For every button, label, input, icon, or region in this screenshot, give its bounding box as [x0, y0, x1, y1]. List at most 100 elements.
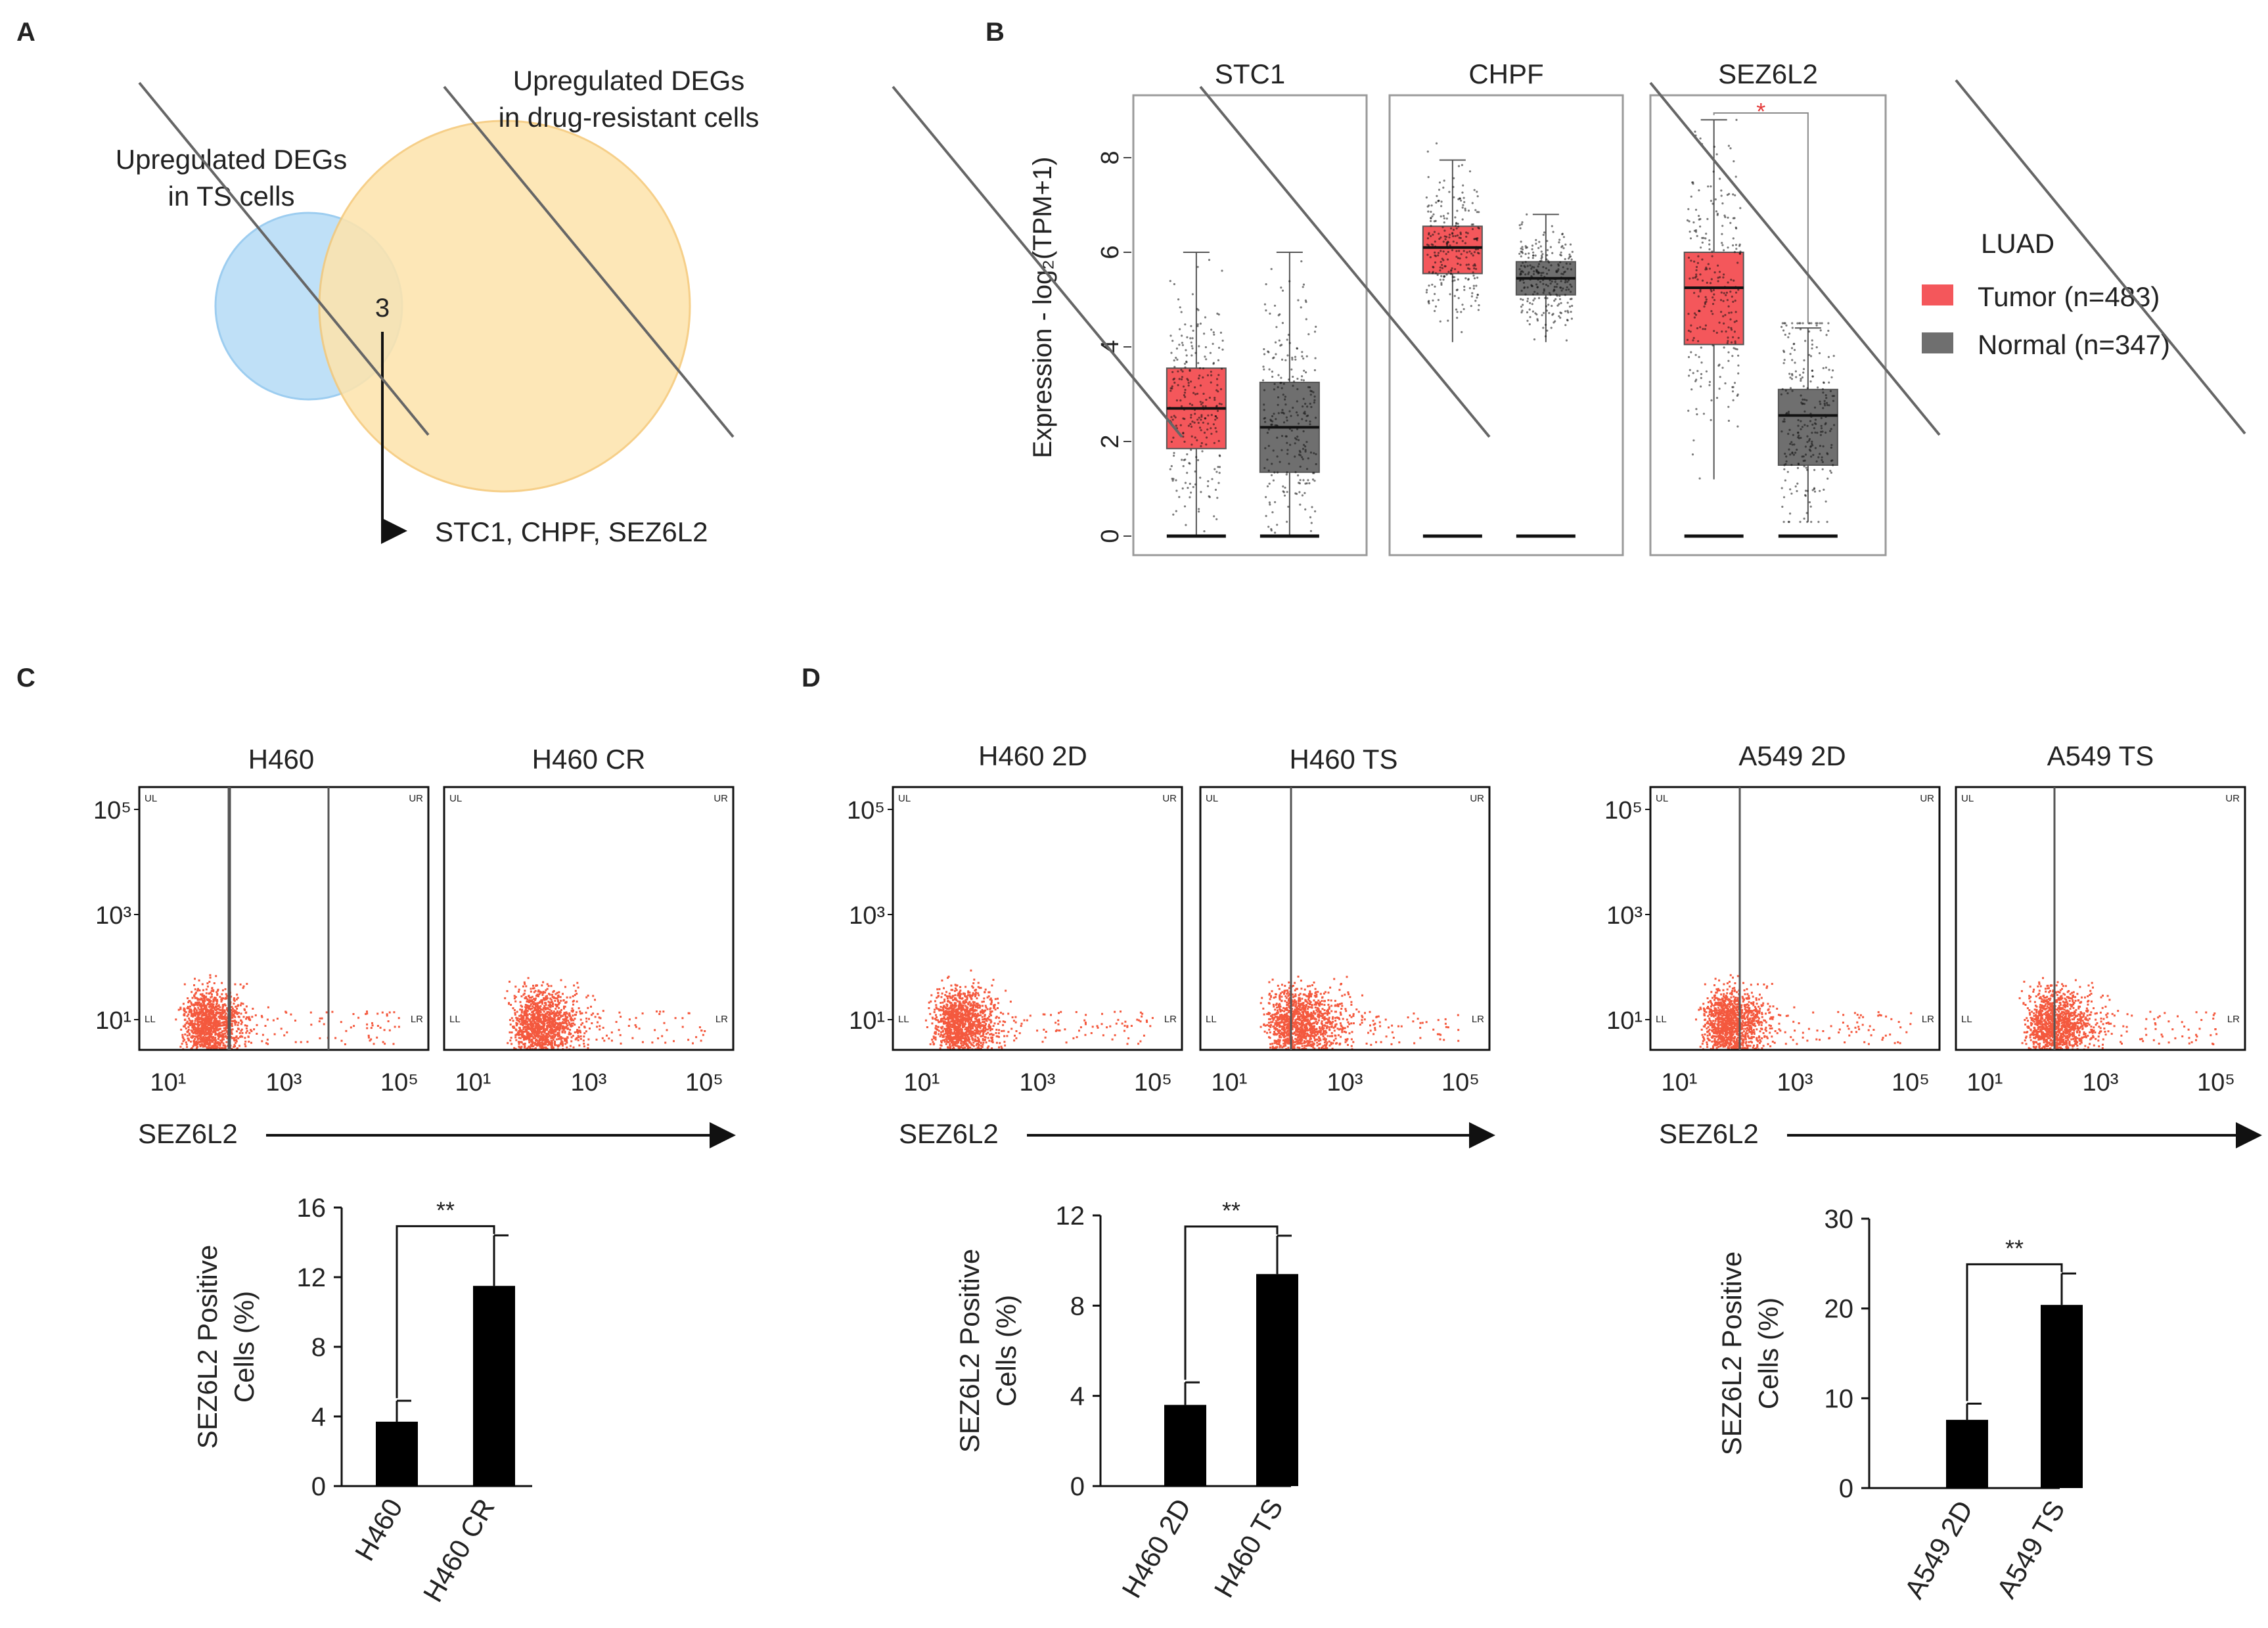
flow-event: [191, 1037, 193, 1039]
boxplot-point: [1826, 452, 1828, 455]
boxplot-point: [1177, 298, 1180, 301]
flow-event: [564, 1018, 567, 1020]
boxplot-point: [1817, 386, 1819, 389]
flow-event: [193, 1031, 196, 1033]
boxplot-point: [1829, 390, 1832, 393]
flow-event: [940, 1006, 942, 1008]
boxplot-point: [1196, 323, 1199, 326]
boxplot-point: [1820, 427, 1823, 430]
flow-event: [997, 1002, 1000, 1005]
boxplot-point: [1553, 290, 1555, 292]
flow-event: [521, 1036, 524, 1038]
flow-event: [583, 1035, 585, 1038]
flow-event: [198, 1008, 200, 1011]
flow-event: [526, 1005, 528, 1007]
boxplot-point: [1291, 356, 1294, 359]
flow-event: [539, 1005, 542, 1007]
boxplot-point: [1299, 503, 1302, 506]
boxplot-point: [1803, 403, 1806, 405]
boxplot-point: [1263, 417, 1265, 420]
boxplot-point: [1827, 355, 1830, 359]
boxplot-point: [1693, 292, 1696, 294]
flow-event: [219, 995, 221, 998]
flow-event: [266, 1018, 269, 1021]
boxplot-point: [1800, 436, 1802, 440]
flow-event: [205, 1022, 208, 1025]
flow-event: [319, 1017, 321, 1020]
boxplot-point: [1781, 322, 1784, 325]
flow-event: [948, 1023, 951, 1026]
flow-event: [572, 995, 574, 997]
boxplot-point: [1171, 340, 1174, 342]
flow-event: [206, 1043, 208, 1045]
boxplot-point: [1295, 411, 1298, 414]
boxplot-point: [1570, 258, 1573, 261]
boxplot-point: [1200, 415, 1203, 418]
flow-event: [550, 985, 553, 987]
flow-event: [211, 1037, 214, 1039]
flow-event: [535, 995, 537, 997]
flow-event: [230, 1031, 233, 1033]
boxplot-point: [1798, 322, 1801, 325]
flow-event: [225, 1025, 228, 1028]
flow-event: [538, 993, 541, 995]
flow-event: [214, 1031, 217, 1034]
boxplot-point: [1182, 432, 1185, 435]
flow-event: [230, 1014, 233, 1016]
boxplot-point: [1443, 221, 1445, 224]
flow-event: [529, 1033, 532, 1035]
boxplot-point: [1464, 277, 1467, 280]
flow-event: [212, 1027, 214, 1029]
boxplot-point: [1473, 189, 1476, 191]
boxplot-point: [1268, 482, 1271, 485]
boxplot-point: [1708, 267, 1711, 270]
boxplot-point: [1710, 399, 1713, 402]
boxplot-point: [1213, 468, 1216, 470]
flow-event: [198, 999, 201, 1001]
boxplot-point: [1693, 316, 1696, 319]
boxplot-point: [1307, 333, 1310, 336]
flow-event: [980, 1025, 983, 1028]
flow-event: [528, 1045, 530, 1048]
flow-event: [553, 1010, 555, 1012]
flow-event: [527, 1023, 530, 1026]
flow-event: [544, 1041, 547, 1043]
boxplot-point: [1472, 274, 1475, 277]
flow-event: [545, 1012, 547, 1015]
boxplot-point: [1698, 309, 1700, 313]
flow-event: [514, 1013, 516, 1016]
flow-event: [215, 1033, 218, 1035]
flow-event: [541, 1041, 543, 1044]
flow-event: [583, 1043, 585, 1045]
boxplot-point: [1452, 235, 1455, 238]
boxplot-point: [1445, 253, 1447, 256]
flow-event: [212, 1011, 215, 1014]
flow-event: [537, 1022, 540, 1025]
boxplot-point: [1806, 468, 1809, 471]
flow-event: [546, 1033, 549, 1036]
flow-event: [509, 1023, 512, 1026]
flow-event: [205, 988, 208, 991]
flow-event: [651, 1041, 654, 1044]
flow-event: [990, 1003, 993, 1005]
flow-event: [219, 1034, 221, 1037]
flow-event: [221, 997, 223, 999]
boxplot-point: [1801, 376, 1803, 379]
flow-event: [204, 1045, 206, 1048]
boxplot-point: [1692, 439, 1695, 441]
boxplot-point: [1554, 281, 1556, 283]
boxplot-point: [1560, 286, 1562, 289]
flow-event: [566, 1046, 568, 1049]
flow-event: [956, 1012, 959, 1015]
boxplot-point: [1707, 263, 1710, 265]
boxplot-point: [1470, 295, 1473, 298]
flow-event: [542, 992, 545, 995]
boxplot-panel-chpf: CHPF: [1388, 58, 1624, 556]
flow-event: [972, 1006, 974, 1008]
boxplot-point: [1708, 243, 1711, 246]
boxplot-point: [1436, 194, 1438, 197]
flow-event: [206, 1018, 209, 1021]
flow-event: [656, 1010, 658, 1013]
boxplot-gene-title: SEZ6L2: [1718, 58, 1818, 89]
flow-event: [204, 1041, 207, 1044]
